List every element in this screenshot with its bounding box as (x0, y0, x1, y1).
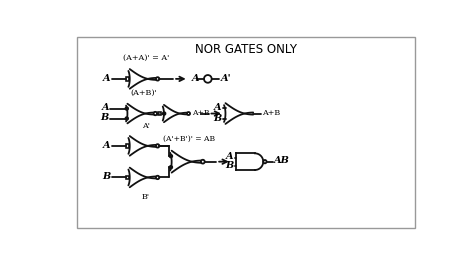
Circle shape (169, 155, 173, 158)
Circle shape (163, 112, 166, 115)
Text: A+B: A+B (191, 109, 209, 117)
Text: B: B (213, 114, 222, 123)
Text: A: A (103, 74, 110, 83)
Text: A': A' (142, 122, 150, 131)
Bar (126, 144, 129, 148)
Circle shape (125, 117, 128, 120)
Text: (A+B)': (A+B)' (130, 89, 157, 97)
Text: A: A (191, 74, 199, 83)
Bar (126, 176, 129, 179)
Bar (158, 112, 161, 115)
Text: A: A (214, 103, 222, 112)
Text: A: A (101, 103, 109, 112)
Text: A+B: A+B (263, 109, 281, 117)
Text: B: B (102, 172, 110, 181)
Bar (126, 77, 129, 81)
Text: (A'+B')' = AB: (A'+B')' = AB (163, 135, 215, 143)
Text: B: B (100, 113, 109, 122)
Text: (A+A)' = A': (A+A)' = A' (123, 54, 169, 62)
Text: B: B (225, 161, 233, 169)
Circle shape (125, 107, 128, 110)
Text: B': B' (142, 193, 150, 201)
Text: AB: AB (274, 156, 290, 165)
Text: A': A' (221, 74, 231, 83)
Text: A: A (103, 141, 110, 149)
Text: A: A (226, 152, 233, 161)
Circle shape (169, 166, 173, 169)
Text: NOR GATES ONLY: NOR GATES ONLY (195, 43, 297, 56)
